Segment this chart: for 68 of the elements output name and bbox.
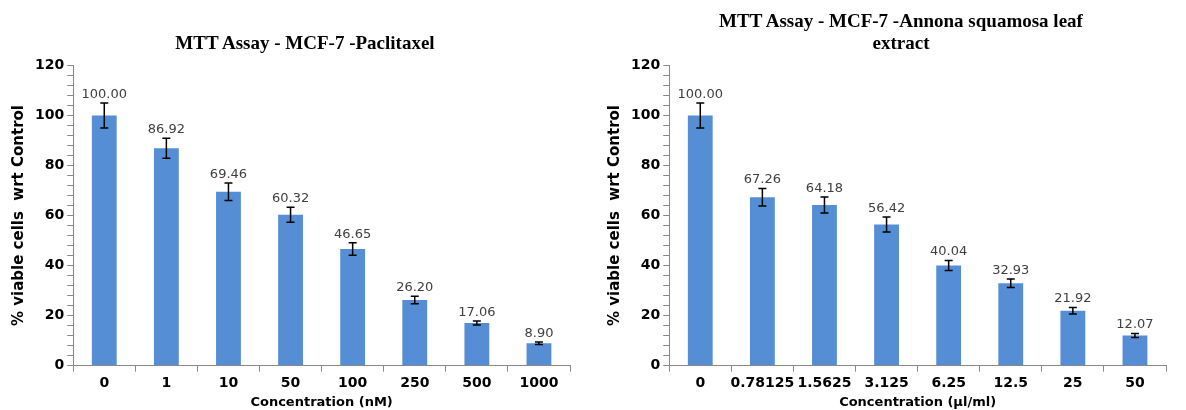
x-tick-label: 0 — [695, 373, 706, 390]
y-tick-label: 100 — [630, 106, 661, 123]
y-tick-label: 120 — [34, 56, 65, 73]
bar — [812, 205, 837, 366]
x-tick-label: 1 — [161, 373, 172, 390]
x-tick-label: 100 — [338, 373, 368, 390]
x-tick-label: 10 — [218, 373, 239, 390]
x-axis-title: Concentration (µl/ml) — [839, 393, 997, 409]
x-tick-label: 50 — [1125, 373, 1145, 390]
x-tick-label: 500 — [462, 373, 492, 390]
x-tick-label: 12.5 — [993, 373, 1029, 390]
data-label: 86.92 — [147, 121, 185, 137]
bar — [464, 322, 490, 366]
x-tick-label: 1.5625 — [797, 373, 852, 390]
y-tick-label: 0 — [54, 356, 65, 373]
data-label: 56.42 — [867, 199, 906, 215]
data-label: 12.07 — [1116, 316, 1154, 332]
y-tick-label: 60 — [640, 206, 661, 223]
y-tick-label: 40 — [640, 256, 661, 273]
y-axis-title: % viable cells wrt Control — [8, 105, 27, 326]
bar — [91, 115, 117, 366]
bar — [874, 224, 899, 366]
bar — [998, 283, 1024, 366]
data-label: 17.06 — [458, 303, 496, 319]
data-label: 69.46 — [209, 165, 248, 181]
data-label: 60.32 — [271, 190, 310, 206]
y-tick-label: 20 — [44, 306, 65, 323]
bar — [402, 300, 428, 366]
y-tick-label: 0 — [650, 356, 661, 373]
data-label: 8.90 — [524, 324, 554, 340]
y-tick-label: 80 — [44, 156, 65, 173]
data-label: 46.65 — [334, 225, 372, 241]
bar — [153, 148, 179, 366]
data-label: 64.18 — [805, 179, 844, 195]
x-tick-label: 0 — [99, 373, 110, 390]
x-tick-label: 250 — [400, 373, 430, 390]
x-tick-label: 1000 — [519, 373, 559, 390]
bar — [687, 115, 713, 366]
x-axis-title: Concentration (nM) — [250, 393, 393, 409]
x-tick-label: 25 — [1063, 373, 1083, 390]
data-label: 100.00 — [677, 85, 724, 101]
data-label: 26.20 — [396, 279, 434, 295]
x-tick-label: 0.78125 — [730, 373, 795, 390]
y-tick-label: 40 — [44, 256, 65, 273]
data-label: 21.92 — [1054, 290, 1092, 306]
data-label: 40.04 — [930, 243, 968, 259]
data-label: 100.00 — [81, 85, 128, 101]
y-tick-label: 100 — [34, 106, 65, 123]
chart-title: MTT Assay - MCF-7 -Annona squamosa leaf extract — [718, 9, 1084, 54]
bar — [1060, 310, 1086, 366]
x-tick-label: 6.25 — [931, 373, 966, 390]
y-tick-label: 120 — [630, 56, 661, 73]
bar — [1122, 335, 1148, 366]
x-tick-label: 50 — [280, 373, 301, 390]
bar — [216, 191, 241, 366]
bar — [278, 214, 303, 366]
bar — [526, 343, 552, 366]
bar — [749, 197, 775, 366]
bar — [340, 248, 366, 366]
y-axis-title: % viable cells wrt Control — [604, 105, 623, 326]
y-tick-label: 20 — [640, 306, 661, 323]
data-label: 67.26 — [743, 171, 781, 187]
y-tick-label: 60 — [44, 206, 65, 223]
data-label: 32.93 — [992, 261, 1030, 277]
chart-title: MTT Assay - MCF-7 -Paclitaxel — [174, 31, 436, 54]
x-tick-label: 3.125 — [864, 373, 909, 390]
bar — [936, 265, 962, 366]
y-tick-label: 80 — [640, 156, 661, 173]
